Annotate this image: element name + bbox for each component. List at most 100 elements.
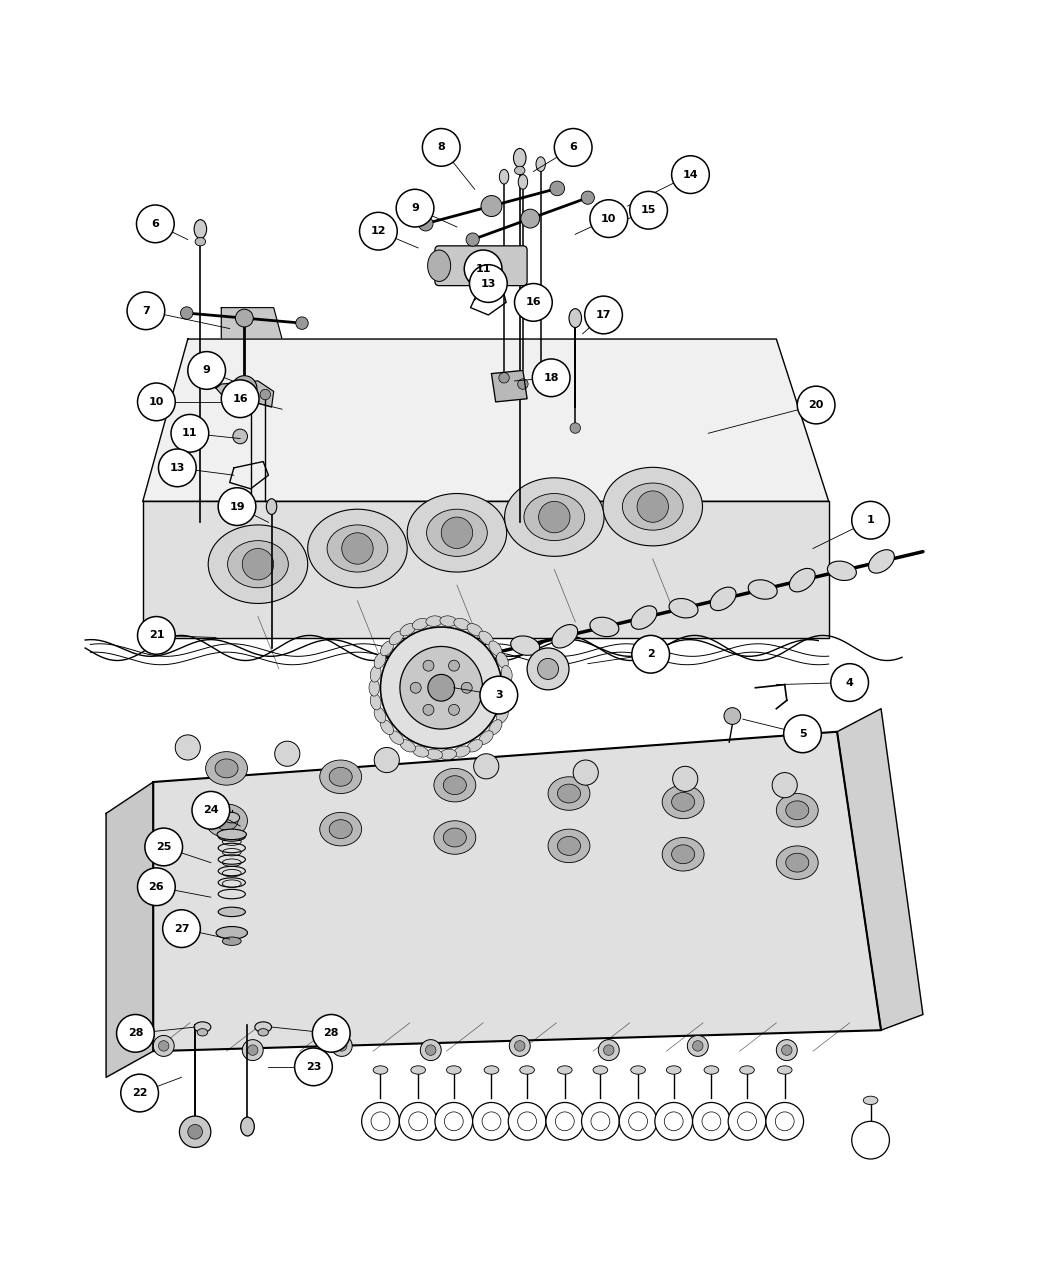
Circle shape bbox=[359, 213, 397, 250]
Ellipse shape bbox=[467, 623, 482, 636]
Ellipse shape bbox=[569, 309, 582, 328]
Circle shape bbox=[246, 389, 256, 400]
Text: 2: 2 bbox=[647, 649, 654, 659]
Circle shape bbox=[422, 129, 460, 166]
Ellipse shape bbox=[503, 680, 513, 696]
Circle shape bbox=[127, 292, 165, 330]
Polygon shape bbox=[153, 732, 881, 1051]
Circle shape bbox=[772, 773, 797, 798]
Ellipse shape bbox=[705, 1066, 719, 1075]
Circle shape bbox=[396, 189, 434, 227]
Text: 5: 5 bbox=[799, 729, 806, 738]
Ellipse shape bbox=[380, 719, 394, 734]
Ellipse shape bbox=[216, 927, 248, 940]
Circle shape bbox=[275, 741, 300, 766]
Circle shape bbox=[331, 1035, 352, 1057]
Circle shape bbox=[620, 1103, 657, 1140]
Ellipse shape bbox=[501, 694, 512, 710]
Ellipse shape bbox=[320, 812, 361, 845]
Text: 12: 12 bbox=[371, 226, 386, 236]
Circle shape bbox=[538, 658, 559, 680]
Circle shape bbox=[136, 205, 174, 242]
Text: 6: 6 bbox=[569, 143, 578, 153]
Circle shape bbox=[138, 617, 175, 654]
Ellipse shape bbox=[520, 1066, 534, 1075]
Ellipse shape bbox=[631, 606, 657, 630]
Ellipse shape bbox=[667, 1066, 681, 1075]
Ellipse shape bbox=[413, 618, 428, 630]
Polygon shape bbox=[106, 782, 153, 1077]
Ellipse shape bbox=[240, 1117, 254, 1136]
Circle shape bbox=[420, 1039, 441, 1061]
Circle shape bbox=[175, 734, 201, 760]
Ellipse shape bbox=[593, 1066, 608, 1075]
Text: 28: 28 bbox=[323, 1029, 339, 1038]
Ellipse shape bbox=[472, 644, 499, 667]
Ellipse shape bbox=[519, 175, 527, 189]
Circle shape bbox=[260, 389, 271, 400]
Circle shape bbox=[296, 317, 309, 329]
Circle shape bbox=[461, 682, 472, 694]
Circle shape bbox=[508, 1103, 546, 1140]
Circle shape bbox=[466, 233, 479, 246]
Ellipse shape bbox=[501, 666, 512, 682]
Ellipse shape bbox=[790, 569, 815, 592]
Ellipse shape bbox=[739, 1066, 754, 1075]
Ellipse shape bbox=[373, 1066, 387, 1075]
Ellipse shape bbox=[267, 499, 277, 514]
Ellipse shape bbox=[443, 775, 466, 794]
Ellipse shape bbox=[329, 768, 352, 787]
Ellipse shape bbox=[195, 237, 206, 246]
Ellipse shape bbox=[672, 793, 695, 811]
Text: 9: 9 bbox=[203, 366, 211, 375]
Circle shape bbox=[570, 423, 581, 434]
Circle shape bbox=[341, 533, 373, 565]
Ellipse shape bbox=[505, 478, 604, 556]
Polygon shape bbox=[143, 339, 828, 501]
Circle shape bbox=[222, 380, 259, 418]
Text: 9: 9 bbox=[412, 203, 419, 213]
Ellipse shape bbox=[390, 731, 403, 745]
Ellipse shape bbox=[426, 750, 442, 760]
Ellipse shape bbox=[206, 752, 248, 785]
Circle shape bbox=[554, 129, 592, 166]
Circle shape bbox=[171, 414, 209, 453]
Circle shape bbox=[469, 265, 507, 302]
Ellipse shape bbox=[434, 769, 476, 802]
Circle shape bbox=[474, 754, 499, 779]
Ellipse shape bbox=[194, 1021, 211, 1033]
Circle shape bbox=[448, 660, 460, 671]
Text: 4: 4 bbox=[845, 677, 854, 687]
Circle shape bbox=[159, 1040, 169, 1051]
Text: 28: 28 bbox=[128, 1029, 143, 1038]
Ellipse shape bbox=[536, 157, 545, 171]
Circle shape bbox=[418, 217, 433, 231]
Circle shape bbox=[518, 379, 528, 389]
Ellipse shape bbox=[777, 1066, 792, 1075]
Circle shape bbox=[138, 868, 175, 905]
Circle shape bbox=[550, 181, 565, 196]
Polygon shape bbox=[143, 501, 828, 638]
Ellipse shape bbox=[710, 588, 736, 611]
Ellipse shape bbox=[427, 250, 450, 282]
Circle shape bbox=[585, 296, 623, 334]
Ellipse shape bbox=[380, 641, 394, 655]
Ellipse shape bbox=[258, 1029, 269, 1037]
Text: 11: 11 bbox=[476, 264, 490, 274]
Ellipse shape bbox=[785, 801, 808, 820]
Ellipse shape bbox=[411, 1066, 425, 1075]
Circle shape bbox=[632, 635, 670, 673]
Ellipse shape bbox=[224, 812, 239, 822]
Circle shape bbox=[159, 449, 196, 487]
Ellipse shape bbox=[497, 653, 508, 668]
Ellipse shape bbox=[590, 617, 618, 636]
Ellipse shape bbox=[663, 785, 705, 819]
Ellipse shape bbox=[320, 760, 361, 793]
Circle shape bbox=[532, 360, 570, 397]
Ellipse shape bbox=[440, 616, 457, 626]
Ellipse shape bbox=[863, 1096, 878, 1104]
Ellipse shape bbox=[440, 750, 457, 760]
Ellipse shape bbox=[631, 1066, 646, 1075]
Circle shape bbox=[514, 283, 552, 321]
Ellipse shape bbox=[479, 731, 493, 745]
